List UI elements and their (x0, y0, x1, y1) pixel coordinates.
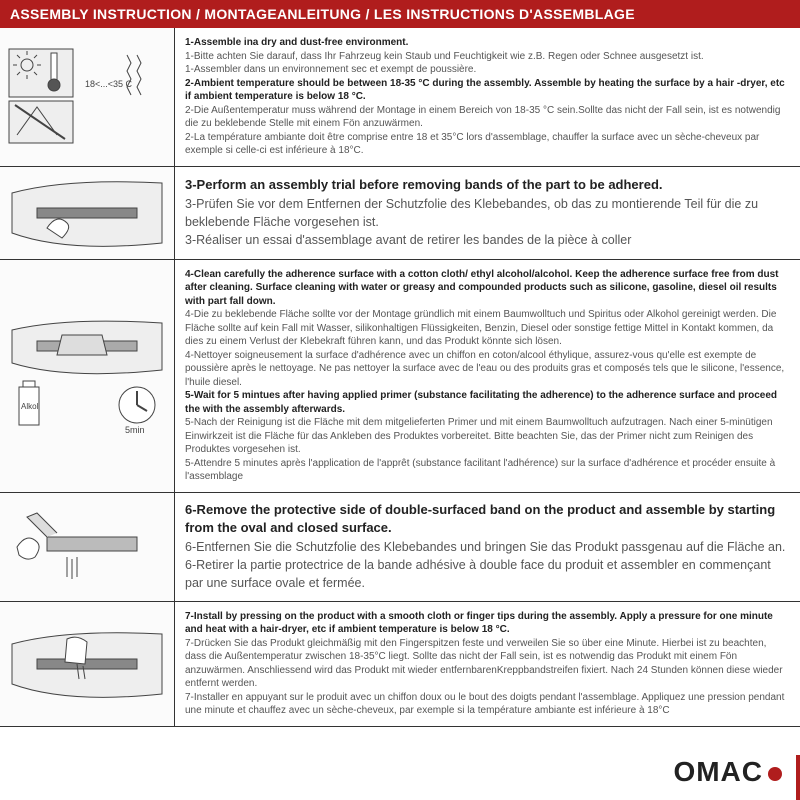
instruction-line: 4-Die zu beklebende Fläche sollte vor de… (185, 308, 788, 349)
svg-text:5min: 5min (125, 425, 145, 435)
step-text: 4-Clean carefully the adherence surface … (175, 260, 800, 492)
instruction-line: 4-Clean carefully the adherence surface … (185, 268, 788, 309)
step-illustration (0, 493, 175, 601)
logo-text: OMAC (673, 756, 763, 788)
svg-text:Alkol: Alkol (21, 402, 39, 411)
title-bar: ASSEMBLY INSTRUCTION / MONTAGEANLEITUNG … (0, 0, 800, 28)
step-row: 18<...<35 C 1-Assemble ina dry and dust-… (0, 28, 800, 167)
accent-bar (796, 755, 800, 800)
instruction-line: 4-Nettoyer soigneusement la surface d'ad… (185, 349, 788, 390)
instruction-line: 1-Assemble ina dry and dust-free environ… (185, 36, 788, 50)
step-row: Alkol 5min 4-Clean carefully the adheren… (0, 260, 800, 493)
instruction-line: 1-Assembler dans un environnement sec et… (185, 63, 788, 77)
logo-dot-icon (768, 767, 782, 781)
step-text: 7-Install by pressing on the product wit… (175, 602, 800, 726)
step-illustration: Alkol 5min (0, 260, 175, 492)
step-row: 7-Install by pressing on the product wit… (0, 602, 800, 727)
step-row: 6-Remove the protective side of double-s… (0, 493, 800, 602)
instruction-line: 6-Remove the protective side of double-s… (185, 501, 788, 539)
step-illustration (0, 167, 175, 259)
svg-text:18<...<35 C: 18<...<35 C (85, 79, 133, 89)
step-row: 3-Perform an assembly trial before remov… (0, 167, 800, 260)
instruction-line: 1-Bitte achten Sie darauf, dass Ihr Fahr… (185, 50, 788, 64)
instruction-line: 7-Drücken Sie das Produkt gleichmäßig mi… (185, 637, 788, 691)
instruction-line: 6-Entfernen Sie die Schutzfolie des Kleb… (185, 538, 788, 556)
instruction-line: 5-Nach der Reinigung ist die Fläche mit … (185, 416, 788, 457)
instruction-line: 3-Prüfen Sie vor dem Entfernen der Schut… (185, 195, 788, 231)
page-title: ASSEMBLY INSTRUCTION / MONTAGEANLEITUNG … (10, 6, 635, 22)
instruction-line: 7-Installer en appuyant sur le produit a… (185, 691, 788, 718)
step-text: 1-Assemble ina dry and dust-free environ… (175, 28, 800, 166)
steps-list: 18<...<35 C 1-Assemble ina dry and dust-… (0, 28, 800, 727)
brand-logo: OMAC (673, 756, 782, 788)
step-illustration (0, 602, 175, 726)
step-illustration: 18<...<35 C (0, 28, 175, 166)
instruction-line: 2-La température ambiante doit être comp… (185, 131, 788, 158)
instruction-line: 2-Die Außentemperatur muss während der M… (185, 104, 788, 131)
instruction-line: 5-Wait for 5 mintues after having applie… (185, 389, 788, 416)
instruction-line: 3-Réaliser un essai d'assemblage avant d… (185, 231, 788, 249)
step-text: 3-Perform an assembly trial before remov… (175, 167, 800, 259)
instruction-line: 2-Ambient temperature should be between … (185, 77, 788, 104)
instruction-line: 7-Install by pressing on the product wit… (185, 610, 788, 637)
instruction-line: 6-Retirer la partie protectrice de la ba… (185, 556, 788, 592)
instruction-line: 3-Perform an assembly trial before remov… (185, 176, 788, 195)
instruction-line: 5-Attendre 5 minutes après l'application… (185, 457, 788, 484)
step-text: 6-Remove the protective side of double-s… (175, 493, 800, 601)
